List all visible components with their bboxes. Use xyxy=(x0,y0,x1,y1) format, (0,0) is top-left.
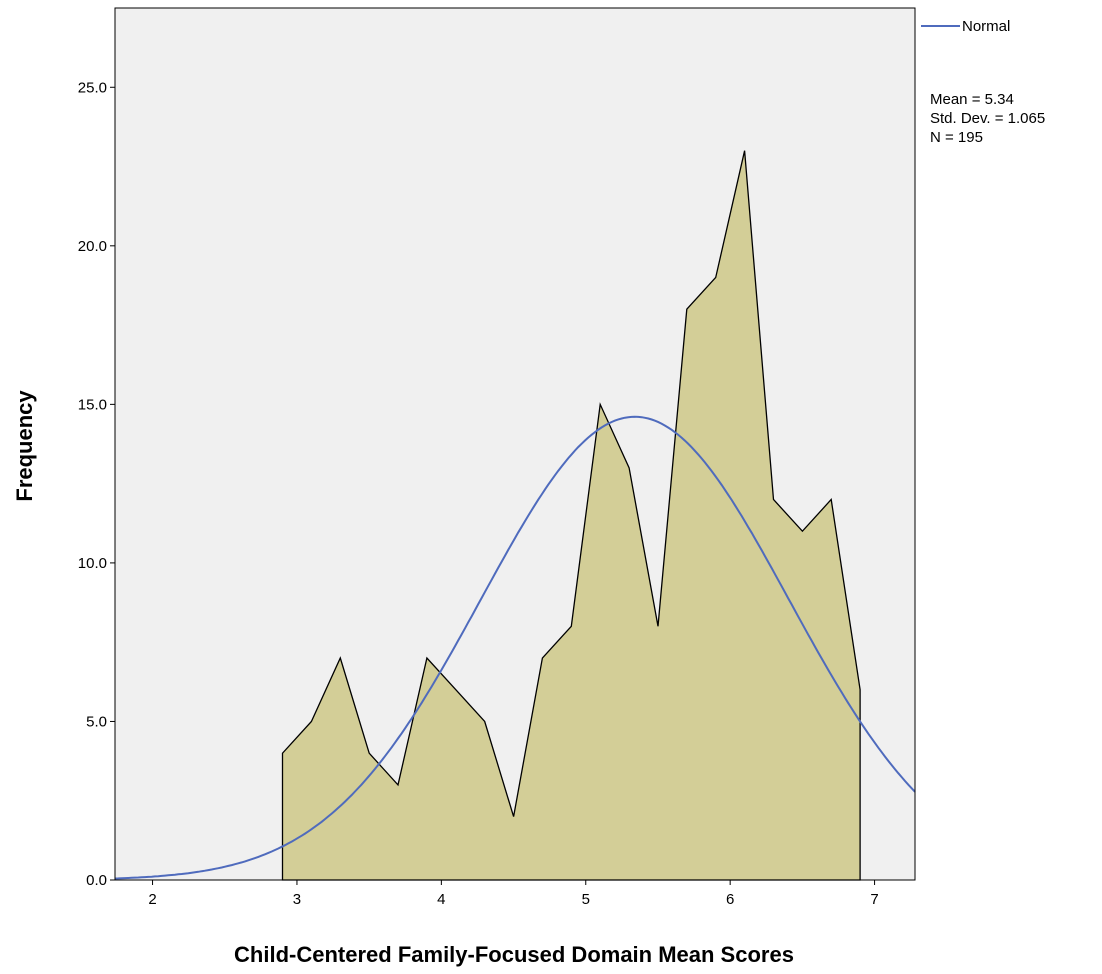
x-tick-label: 2 xyxy=(148,891,156,908)
y-axis-title: Frequency xyxy=(12,390,37,502)
legend: Normal xyxy=(921,18,1010,35)
x-tick-label: 7 xyxy=(870,891,878,908)
normal-curve-line xyxy=(114,415,916,880)
x-axis-title: Child-Centered Family-Focused Domain Mea… xyxy=(234,942,794,967)
stat-mean: Mean = 5.34 xyxy=(930,91,1014,108)
y-tick-label: 10.0 xyxy=(78,555,107,572)
x-tick-label: 4 xyxy=(437,891,445,908)
x-tick-label: 5 xyxy=(582,891,590,908)
stat-std-dev: Std. Dev. = 1.065 xyxy=(930,110,1045,127)
x-tick-label: 6 xyxy=(726,891,734,908)
plot-frame xyxy=(114,7,916,881)
axes: 0.0 5.0 10.0 15.0 20.0 25.0 2 3 4 5 6 7 xyxy=(78,79,879,908)
x-tick-label: 3 xyxy=(293,891,301,908)
y-tick-label: 20.0 xyxy=(78,238,107,255)
y-tick-label: 25.0 xyxy=(78,79,107,96)
y-tick-label: 5.0 xyxy=(86,713,107,730)
stat-n: N = 195 xyxy=(930,129,983,146)
legend-normal-label: Normal xyxy=(962,18,1010,35)
y-tick-label: 0.0 xyxy=(86,872,107,889)
summary-stats: Mean = 5.34 Std. Dev. = 1.065 N = 195 xyxy=(930,91,1045,146)
y-tick-label: 15.0 xyxy=(78,396,107,413)
frequency-area xyxy=(281,150,861,881)
chart-marks xyxy=(114,150,916,881)
